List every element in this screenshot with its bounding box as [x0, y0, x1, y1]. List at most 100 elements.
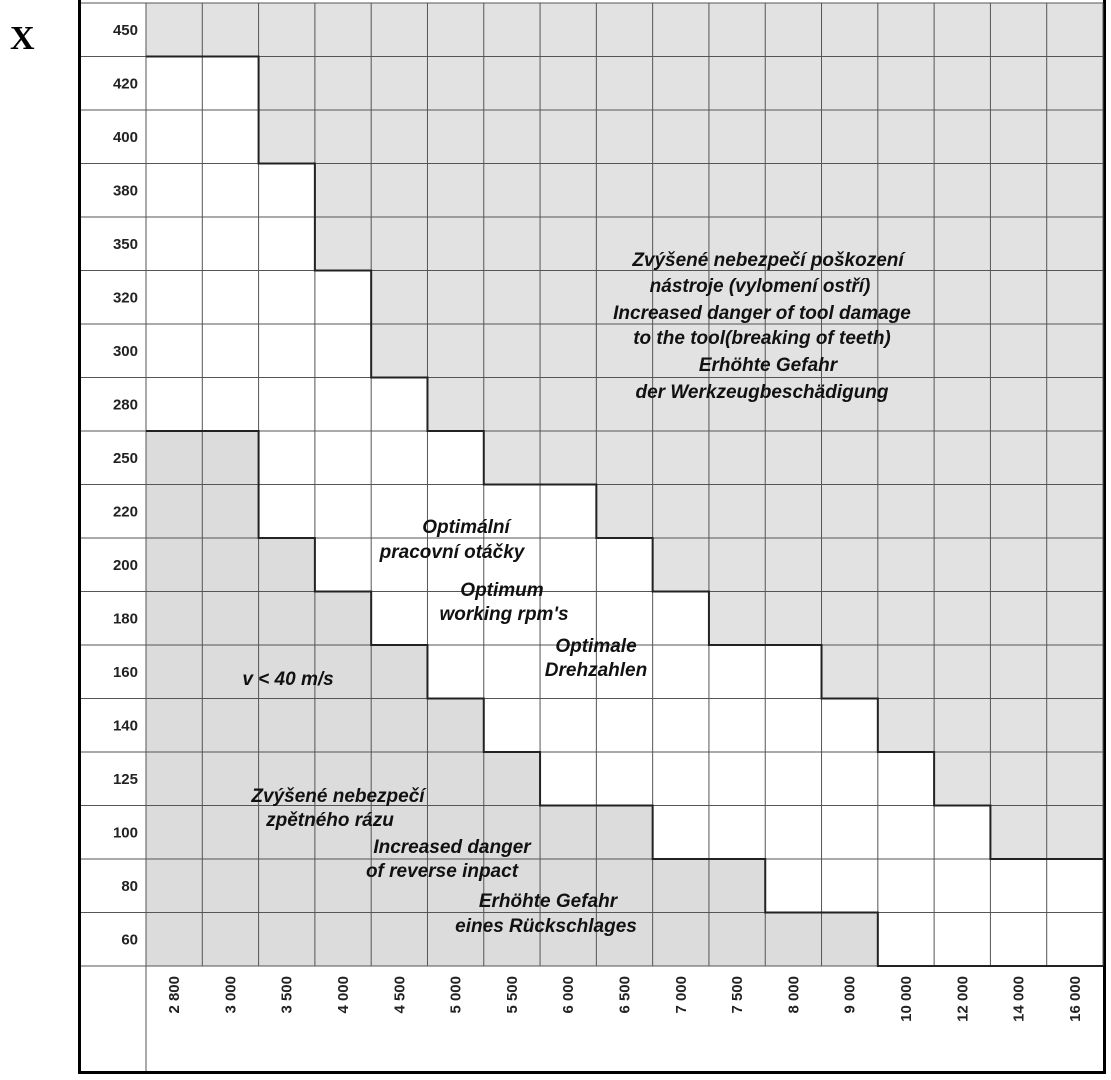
- upper-risk-cell: [934, 485, 990, 539]
- lower-risk-cell: [146, 431, 202, 485]
- optimal-cell: [765, 645, 821, 699]
- optimal-cell: [934, 806, 990, 860]
- upper-risk-cell: [765, 485, 821, 539]
- optimal-cell: [822, 806, 878, 860]
- upper-risk-cell: [427, 324, 483, 378]
- upper-risk-cell: [427, 110, 483, 164]
- upper-risk-cell: [990, 57, 1046, 111]
- optimal-cell: [371, 431, 427, 485]
- upper-risk-cell: [540, 164, 596, 218]
- lower-risk-cell: [765, 913, 821, 967]
- upper-risk-cell: [1047, 57, 1103, 111]
- x-tick-label: 8 000: [785, 976, 802, 1014]
- upper-risk-cell: [427, 217, 483, 271]
- optimal-cell: [990, 913, 1046, 967]
- lower-risk-cell: [259, 592, 315, 646]
- upper-risk-cell: [484, 431, 540, 485]
- optimal-cell: [202, 217, 258, 271]
- optimal-cell: [315, 538, 371, 592]
- upper-risk-cell: [878, 164, 934, 218]
- upper-risk-cell: [484, 324, 540, 378]
- x-tick-label: 7 000: [673, 976, 690, 1014]
- upper-risk-cell: [878, 57, 934, 111]
- lower-risk-cell: [371, 645, 427, 699]
- optimal-cell: [822, 699, 878, 753]
- lower-risk-cell: [202, 806, 258, 860]
- lower-risk-cell: [202, 699, 258, 753]
- y-tick-label: 180: [113, 610, 138, 627]
- lower-risk-cell: [653, 913, 709, 967]
- upper-risk-cell: [315, 3, 371, 57]
- upper-risk-cell: [596, 3, 652, 57]
- upper-risk-cell: [934, 57, 990, 111]
- optimal-cell: [653, 699, 709, 753]
- upper-risk-cell: [822, 164, 878, 218]
- upper-risk-cell: [934, 3, 990, 57]
- y-tick-label: 80: [121, 878, 138, 895]
- x-tick-label: 16 000: [1067, 976, 1084, 1022]
- upper-risk-cell: [1047, 752, 1103, 806]
- upper-risk-cell: [259, 57, 315, 111]
- upper-risk-cell: [990, 164, 1046, 218]
- lower-risk-cell: [596, 806, 652, 860]
- upper-risk-cell: [709, 164, 765, 218]
- lower-risk-cell: [259, 538, 315, 592]
- lower-risk-cell: [202, 485, 258, 539]
- upper-risk-cell: [822, 645, 878, 699]
- upper-risk-cell: [371, 324, 427, 378]
- optimal-cell: [146, 271, 202, 325]
- optimal-cell: [540, 485, 596, 539]
- upper-risk-cell: [1047, 110, 1103, 164]
- x-tick-label: 7 500: [729, 976, 746, 1014]
- y-tick-label: 250: [113, 450, 138, 467]
- upper-risk-cell: [990, 538, 1046, 592]
- upper-risk-cell: [765, 57, 821, 111]
- upper-risk-cell: [540, 324, 596, 378]
- upper-risk-cell: [934, 752, 990, 806]
- upper-risk-cell: [765, 538, 821, 592]
- optimal-region-text-2: pracovní otáčky: [379, 542, 526, 563]
- upper-risk-cell: [596, 431, 652, 485]
- upper-risk-cell: [1047, 3, 1103, 57]
- optimal-cell: [540, 538, 596, 592]
- upper-risk-cell: [934, 378, 990, 432]
- x-tick-label: 9 000: [842, 976, 859, 1014]
- lower-risk-cell: [653, 859, 709, 913]
- optimal-cell: [146, 57, 202, 111]
- optimal-cell: [427, 645, 483, 699]
- lower-risk-cell: [371, 913, 427, 967]
- upper-risk-cell: [653, 431, 709, 485]
- upper-risk-cell: [315, 110, 371, 164]
- optimal-cell: [653, 752, 709, 806]
- upper-risk-cell: [596, 485, 652, 539]
- optimal-cell: [878, 806, 934, 860]
- optimal-cell: [315, 431, 371, 485]
- upper-risk-cell: [709, 485, 765, 539]
- lower-region-text-1: Zvýšené nebezpečí: [250, 786, 427, 807]
- upper-risk-cell: [709, 110, 765, 164]
- lower-risk-cell: [202, 538, 258, 592]
- upper-risk-cell: [371, 3, 427, 57]
- optimal-cell: [259, 164, 315, 218]
- upper-risk-cell: [653, 110, 709, 164]
- lower-risk-cell: [709, 913, 765, 967]
- y-tick-label: 140: [113, 717, 138, 734]
- lower-risk-cell: [259, 699, 315, 753]
- lower-risk-cell: [427, 699, 483, 753]
- optimal-cell: [709, 699, 765, 753]
- optimal-cell: [202, 57, 258, 111]
- upper-risk-cell: [259, 3, 315, 57]
- lower-risk-cell: [202, 431, 258, 485]
- optimal-region-text-1: Optimální: [422, 517, 512, 538]
- optimal-cell: [878, 752, 934, 806]
- optimal-cell: [596, 752, 652, 806]
- lower-risk-cell: [202, 859, 258, 913]
- optimal-cell: [202, 324, 258, 378]
- lower-region-text-3: Increased danger: [373, 837, 532, 858]
- upper-risk-cell: [371, 57, 427, 111]
- upper-risk-cell: [540, 110, 596, 164]
- optimal-cell: [259, 217, 315, 271]
- upper-region-text-3: Increased danger of tool damage: [613, 303, 911, 324]
- y-tick-label: 450: [113, 22, 138, 39]
- upper-risk-cell: [315, 217, 371, 271]
